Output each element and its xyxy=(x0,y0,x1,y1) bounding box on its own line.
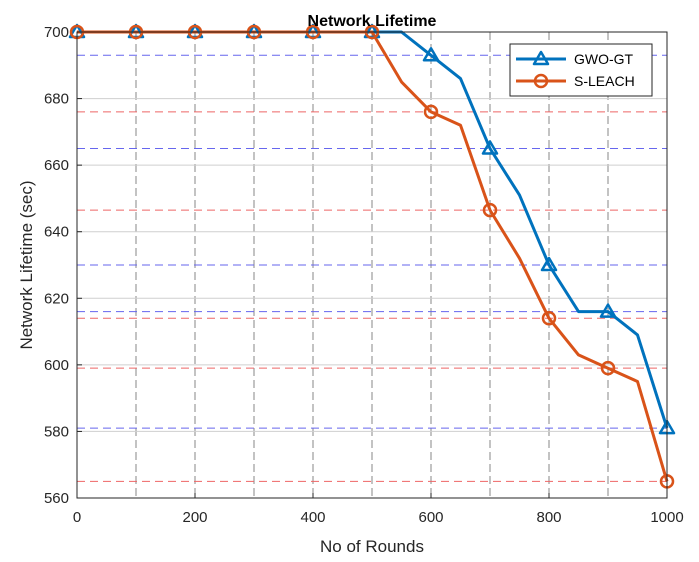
tick-labels: 0 200 400 600 800 1000 560 580 600 620 640 660 680 70… xyxy=(44,24,684,526)
x-tick-label: 400 xyxy=(300,509,325,526)
y-axis-label: Network Lifetime (sec) xyxy=(17,180,36,349)
y-tick-label: 680 xyxy=(44,91,69,108)
data-point-gwo-gt xyxy=(481,140,499,155)
legend-marker-icon xyxy=(532,50,550,66)
y-tick-label: 580 xyxy=(44,423,69,440)
y-tick-label: 660 xyxy=(44,157,69,174)
data-point-s-leach xyxy=(423,104,439,120)
legend-marker-icon xyxy=(533,73,549,89)
y-tick-label: 640 xyxy=(44,224,69,241)
x-tick-label: 0 xyxy=(73,509,81,526)
axes xyxy=(76,31,668,499)
axes-box xyxy=(76,31,668,499)
legend-label: GWO-GT xyxy=(574,51,634,67)
data-point-s-leach xyxy=(482,202,498,218)
y-tick-label: 700 xyxy=(44,24,69,41)
y-tick-label: 600 xyxy=(44,357,69,374)
x-tick-label: 1000 xyxy=(650,509,683,526)
data-point-s-leach xyxy=(541,311,557,326)
x-axis-label: No of Rounds xyxy=(320,537,424,556)
x-tick-label: 600 xyxy=(418,509,443,526)
data-point-s-leach xyxy=(600,360,616,376)
y-tick-label: 560 xyxy=(44,490,69,507)
y-tick-label: 620 xyxy=(44,290,69,307)
legend-box xyxy=(509,43,653,97)
chart-title: Network Lifetime xyxy=(308,13,437,30)
data-point-gwo-gt xyxy=(422,47,440,62)
x-tick-label: 200 xyxy=(182,509,207,526)
legend: GWO-GT S-LEACH xyxy=(509,43,653,97)
x-tick-label: 800 xyxy=(536,509,561,526)
legend-label: S-LEACH xyxy=(574,73,635,89)
data-point-gwo-gt xyxy=(540,256,558,272)
data-point-gwo-gt xyxy=(599,303,617,318)
